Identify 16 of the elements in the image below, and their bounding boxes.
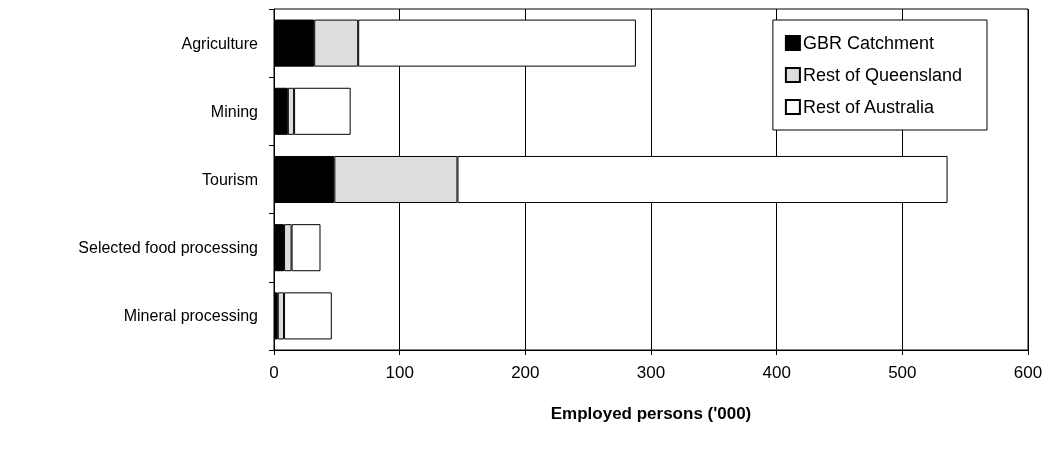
x-tick-label: 600	[1013, 363, 1043, 382]
x-tick-label: 300	[636, 363, 666, 382]
y-tick-label: Mineral processing	[123, 307, 258, 325]
legend-label: Rest of Queensland	[802, 65, 963, 85]
x-tick-label: 500	[888, 363, 917, 382]
y-tick-label: Tourism	[201, 171, 258, 188]
x-axis-title: Employed persons ('000)	[550, 404, 752, 423]
y-tick-label: Mining	[210, 102, 258, 120]
x-tick-label: 200	[511, 363, 540, 382]
legend-label: Rest of Australia	[802, 97, 935, 117]
x-tick-label: 400	[762, 363, 791, 382]
y-tick-label: Selected food processing	[78, 239, 258, 257]
y-tick-label: Agriculture	[181, 34, 259, 52]
x-tick-label: 100	[385, 363, 414, 382]
legend-label: GBR Catchment	[802, 33, 934, 53]
x-tick-label: 0	[269, 363, 279, 382]
